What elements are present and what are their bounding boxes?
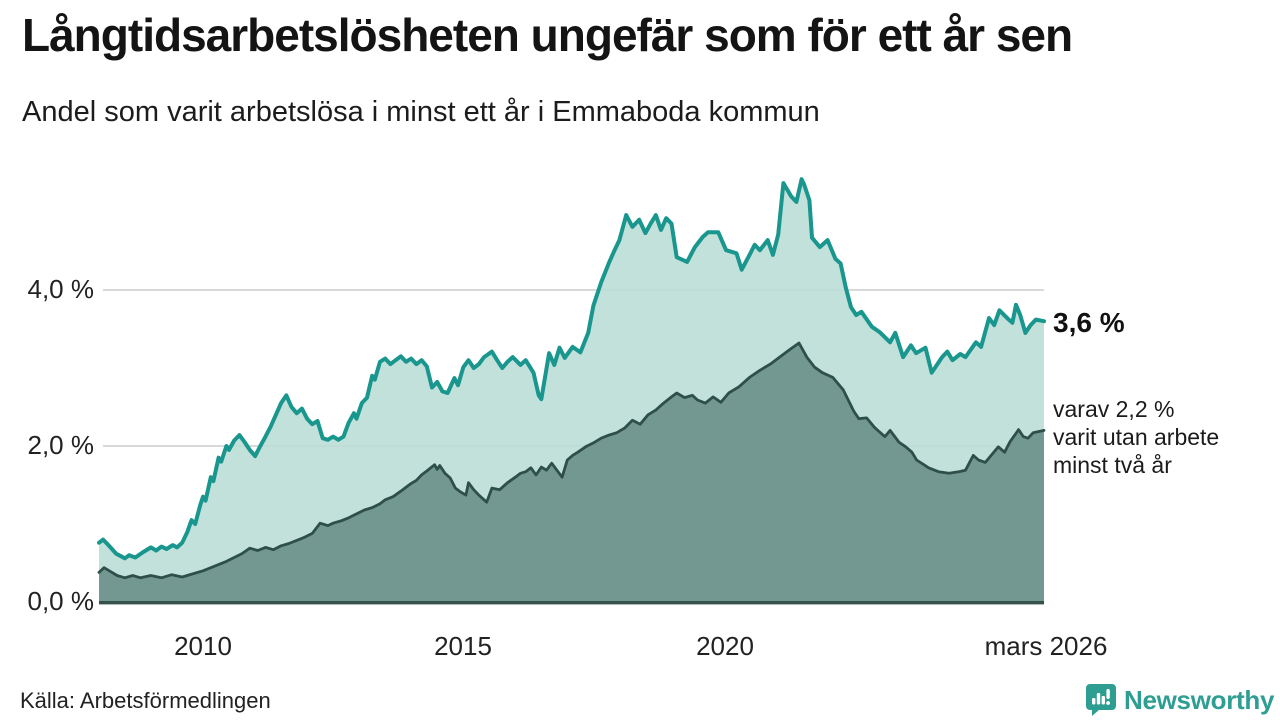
x-axis-baseline [99,601,1044,605]
y-axis-tick-0: 0,0 % [27,586,95,616]
x-axis-tick-mars-2026: mars 2026 [984,631,1108,661]
series-line-two-years [97,341,1046,580]
annotation-line-3: minst två år [1053,452,1172,478]
annotation-line-1: varav 2,2 % [1053,396,1175,422]
newsworthy-logo-icon [1085,683,1117,717]
series-end-label-total: 3,6 % [1053,307,1125,338]
page-title: Långtidsarbetslösheten ungefär som för e… [22,9,1073,61]
x-axis-tick-2015: 2015 [434,631,492,661]
annotation-line-2: varit utan arbete [1053,424,1220,450]
chart-subtitle: Andel som varit arbetslösa i minst ett å… [22,96,820,128]
newsworthy-brand: Newsworthy [1085,683,1274,717]
series-line-total [97,177,1046,561]
area-fill-two-years [99,343,1044,602]
source-credit: Källa: Arbetsförmedlingen [20,688,271,713]
y-axis-tick-4: 4,0 % [27,274,95,304]
y-axis-tick-2: 2,0 % [27,430,95,460]
x-axis-tick-2020: 2020 [696,631,754,661]
x-axis-tick-2010: 2010 [174,631,232,661]
newsworthy-brand-text: Newsworthy [1124,684,1275,715]
series-end-label-two-years: varav 2,2 % varit utan arbete minst två … [1053,395,1279,479]
